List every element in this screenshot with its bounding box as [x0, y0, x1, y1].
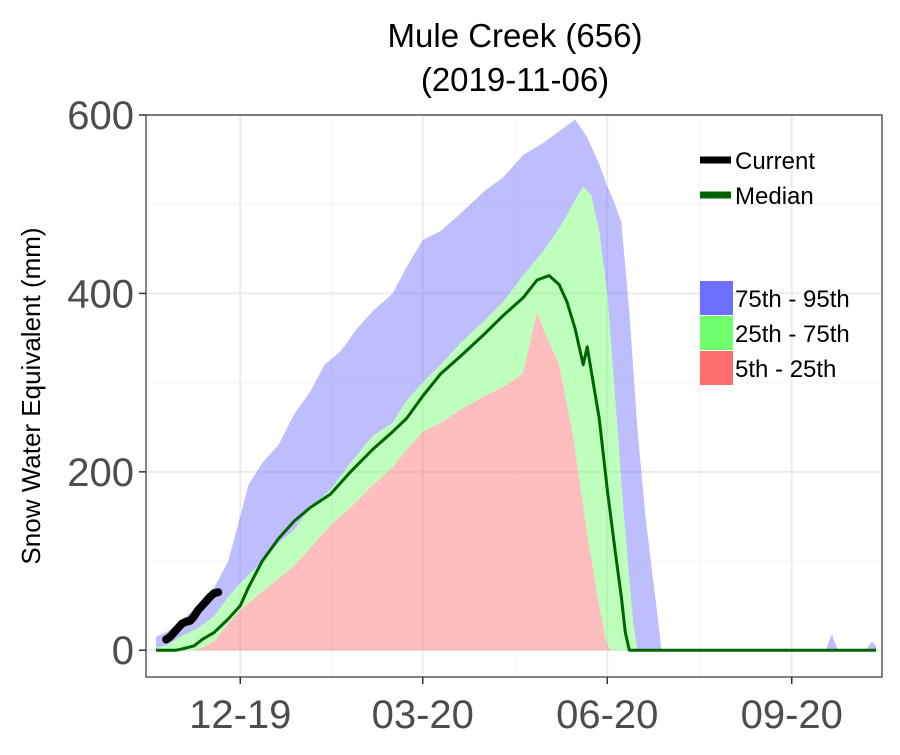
legend-line-label: Current	[735, 148, 815, 175]
grid-minor	[146, 115, 882, 677]
series-lines	[156, 274, 876, 652]
y-tick-label: 0	[112, 629, 134, 673]
band-5-25	[156, 311, 876, 651]
plot-border	[145, 114, 883, 678]
legend-band-swatch	[700, 316, 733, 350]
legend: Current Median 75th - 95th 25th - 75th 5th -…	[700, 148, 850, 385]
band-25-75	[156, 186, 876, 651]
y-axis-label: Snow Water Equivalent (mm)	[16, 227, 46, 564]
y-tick-label: 600	[67, 94, 134, 138]
median-line	[156, 274, 876, 652]
axes: 0 200 400 600 12-19 03-20 06-20 09-20	[67, 94, 843, 737]
y-tick-label: 200	[67, 451, 134, 495]
x-tick-label: 06-20	[556, 693, 658, 737]
chart-subtitle: (2019-11-06)	[421, 61, 609, 98]
legend-line-label: Median	[735, 183, 814, 210]
legend-band-label: 25th - 75th	[735, 321, 850, 348]
x-tick-label: 12-19	[189, 693, 291, 737]
x-tick-label: 09-20	[741, 693, 843, 737]
current-line	[162, 588, 223, 644]
legend-band-label: 5th - 25th	[735, 356, 836, 383]
legend-band-label: 75th - 95th	[735, 286, 850, 313]
x-tick-label: 03-20	[372, 693, 474, 737]
legend-band-swatch	[700, 281, 733, 315]
band-75-95	[156, 119, 876, 651]
chart-title: Mule Creek (656)	[388, 17, 643, 54]
legend-band-swatch	[700, 351, 733, 385]
percentile-bands	[156, 119, 876, 651]
y-tick-label: 400	[67, 272, 134, 316]
